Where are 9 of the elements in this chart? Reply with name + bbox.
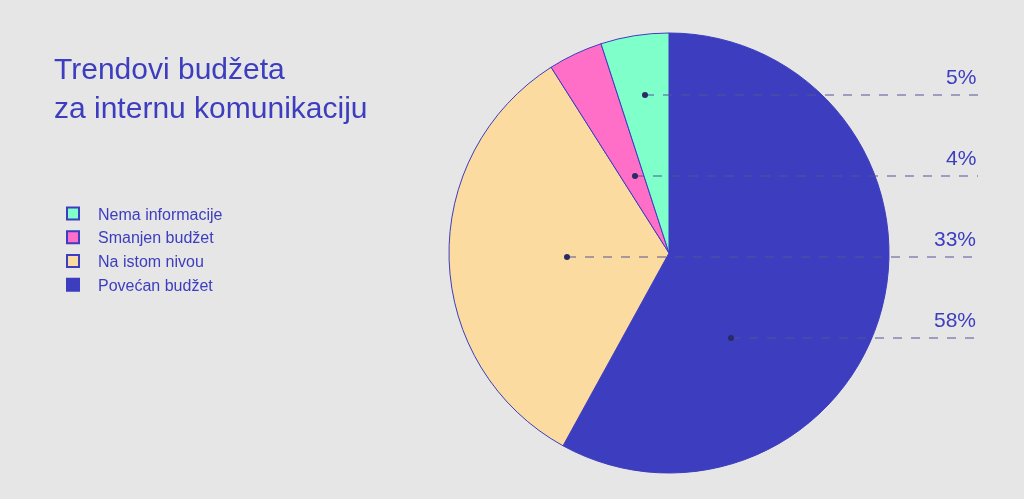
data-label: 58% — [934, 308, 977, 331]
legend-label: Povećan budžet — [98, 277, 214, 295]
text: Trendovi budžeta za internu komunikaciju — [54, 52, 368, 124]
legend-label: Na istom nivou — [98, 253, 204, 271]
data-label: 33% — [934, 227, 977, 250]
data-label: 5% — [946, 65, 977, 88]
legend-label: Nema informacije — [98, 205, 223, 223]
data-label: 4% — [946, 146, 977, 169]
legend-label: Smanjen budžet — [98, 229, 215, 247]
